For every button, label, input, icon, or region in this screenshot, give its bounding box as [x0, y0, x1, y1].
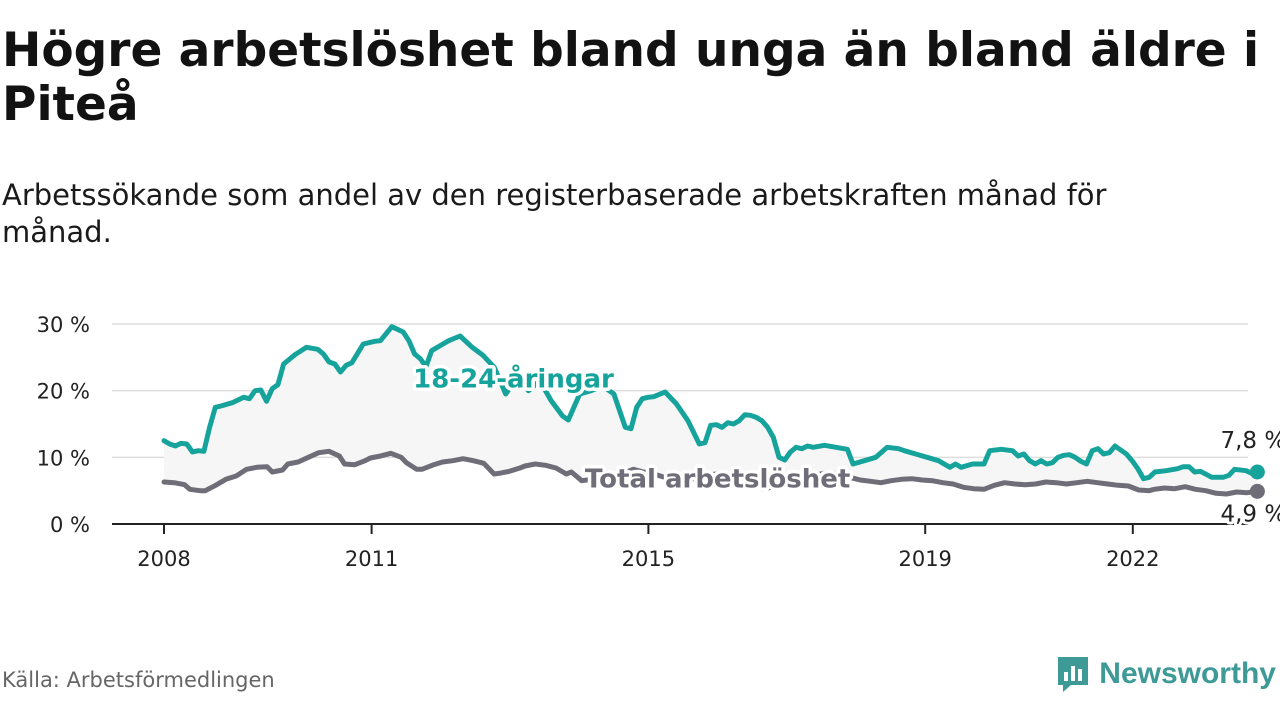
end-label-youth: 7,8 %	[1220, 428, 1280, 454]
end-point-total	[1249, 483, 1265, 499]
y-tick-label: 10 %	[37, 446, 90, 470]
y-tick-label: 20 %	[37, 380, 90, 404]
y-axis-ticks: 0 % 10 % 20 % 30 %	[37, 313, 90, 537]
series-lines	[161, 324, 1260, 497]
series-line-youth	[161, 324, 1260, 482]
gap-band	[164, 326, 1258, 494]
brand-logo: Newsworthy	[1055, 652, 1276, 696]
x-tick-label: 2011	[345, 547, 398, 571]
brand-name: Newsworthy	[1099, 657, 1276, 690]
x-tick-label: 2008	[137, 547, 190, 571]
x-axis-ticks: 2008 2011 2015 2019 2022	[137, 524, 1160, 571]
series-label-total: Total arbetslöshet	[585, 464, 850, 494]
x-tick-label: 2019	[898, 547, 951, 571]
end-point-youth	[1249, 464, 1265, 480]
end-markers: 7,8 % 4,9 %	[1217, 425, 1280, 530]
chart-subtitle: Arbetssökande som andel av den registerb…	[2, 178, 1107, 249]
series-label-youth: 18-24-åringar	[413, 362, 614, 394]
chart-title: Högre arbetslöshet bland unga än bland ä…	[2, 23, 1260, 132]
series-labels: 18-24-åringar Total arbetslöshet	[410, 359, 854, 498]
source-note: Källa: Arbetsförmedlingen	[2, 668, 275, 692]
x-tick-label: 2015	[622, 547, 675, 571]
y-tick-label: 0 %	[50, 513, 90, 537]
y-tick-label: 30 %	[37, 313, 90, 337]
series-line-total	[161, 448, 1260, 497]
bar-chart-icon	[1058, 657, 1089, 692]
end-label-total: 4,9 %	[1220, 501, 1280, 527]
x-tick-label: 2022	[1106, 547, 1159, 571]
